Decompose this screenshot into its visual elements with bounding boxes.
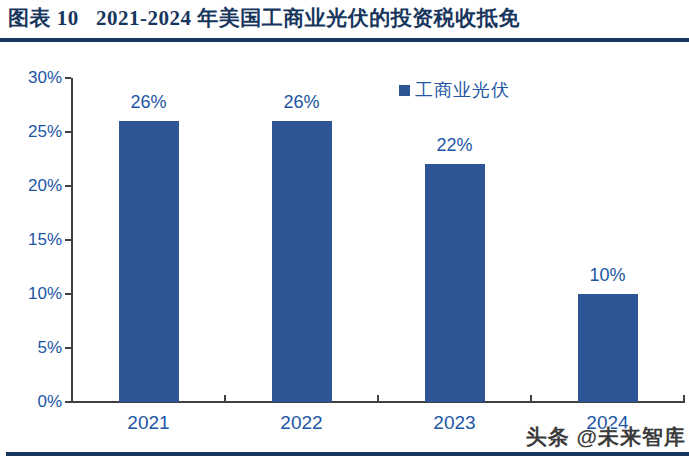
report-figure: 图表 10 2021-2024 年美国工商业光伏的投资税收抵免 工商业光伏 0%… [0, 0, 689, 459]
x-axis-category-label: 2023 [378, 412, 531, 434]
watermark: 头条 @未来智库 [526, 423, 686, 451]
chart-legend: 工商业光伏 [399, 79, 510, 101]
x-tick [530, 395, 532, 402]
y-tick [65, 347, 71, 349]
y-tick [65, 293, 71, 295]
legend-label: 工商业光伏 [415, 78, 510, 102]
y-axis-tick-label: 15% [2, 230, 62, 250]
legend-swatch-icon [399, 85, 410, 96]
bar-value-label: 10% [568, 264, 648, 286]
bar-value-label: 22% [415, 134, 495, 156]
bottom-divider [6, 452, 689, 456]
y-tick [65, 77, 71, 79]
bar-2021 [119, 121, 179, 402]
bar-chart: 工商业光伏 0%5%10%15%20%25%30%26%202126%20222… [0, 0, 689, 459]
y-axis-tick-label: 10% [2, 284, 62, 304]
y-axis-tick-label: 30% [2, 68, 62, 88]
y-axis-line [71, 78, 73, 403]
y-axis-tick-label: 20% [2, 176, 62, 196]
y-tick [65, 239, 71, 241]
y-tick [65, 131, 71, 133]
x-axis-category-label: 2021 [72, 412, 225, 434]
bar-value-label: 26% [109, 91, 189, 113]
bar-value-label: 26% [262, 91, 342, 113]
y-axis-tick-label: 25% [2, 122, 62, 142]
x-tick [224, 395, 226, 402]
y-axis-tick-label: 0% [2, 392, 62, 412]
y-tick [65, 401, 71, 403]
y-tick [65, 185, 71, 187]
bar-2023 [425, 164, 485, 402]
x-axis-category-label: 2022 [225, 412, 378, 434]
x-tick [377, 395, 379, 402]
y-axis-tick-label: 5% [2, 338, 62, 358]
bar-2024 [578, 294, 638, 402]
bar-2022 [272, 121, 332, 402]
x-tick [683, 395, 685, 402]
